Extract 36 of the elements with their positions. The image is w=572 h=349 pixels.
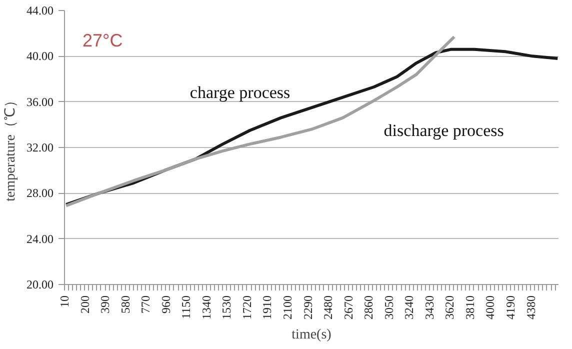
- x-tick-label: 3620: [442, 296, 457, 320]
- y-tick-label: 20.00: [26, 278, 54, 292]
- x-axis-title: time(s): [292, 328, 332, 342]
- x-tick-label: 1530: [220, 296, 234, 320]
- x-tick-label: 3810: [462, 296, 477, 320]
- y-tick-label: 44.00: [26, 4, 54, 18]
- x-tick-label: 2670: [341, 296, 356, 320]
- x-tick-label: 4190: [503, 296, 518, 320]
- series-label: discharge process: [384, 121, 504, 140]
- y-tick-label: 24.00: [26, 232, 54, 246]
- x-tick-label: 1910: [260, 296, 274, 320]
- x-tick-label: 1150: [179, 295, 194, 320]
- x-tick-label: 200: [78, 296, 92, 314]
- x-tick-label: 3430: [422, 296, 436, 320]
- x-tick-label: 580: [118, 296, 132, 314]
- y-tick-label: 32.00: [26, 140, 54, 154]
- y-tick-label: 28.00: [26, 186, 54, 200]
- x-tick-label: 10: [58, 296, 72, 308]
- y-tick-label: 36.00: [26, 94, 54, 109]
- x-tick-label: 3050: [382, 296, 396, 320]
- x-tick-label: 3240: [402, 296, 416, 320]
- x-tick-label: 2100: [280, 296, 294, 320]
- x-tick-label: 1720: [240, 296, 254, 320]
- annotation: 27°C: [82, 30, 123, 50]
- x-tick-label: 390: [98, 296, 112, 314]
- y-tick-label: 40.00: [26, 49, 54, 64]
- x-tick-label: 4000: [483, 296, 498, 320]
- y-axis-title: temperature（℃）: [4, 94, 18, 202]
- x-tick-label: 770: [138, 296, 153, 314]
- x-tick-label: 2860: [362, 296, 376, 320]
- x-tick-label: 2290: [300, 296, 315, 320]
- x-tick-label: 960: [158, 296, 173, 314]
- x-tick-label: 2480: [321, 296, 336, 320]
- x-tick-label: 1340: [199, 296, 214, 320]
- x-tick-label: 4380: [524, 296, 538, 320]
- series-label: charge process: [190, 82, 290, 102]
